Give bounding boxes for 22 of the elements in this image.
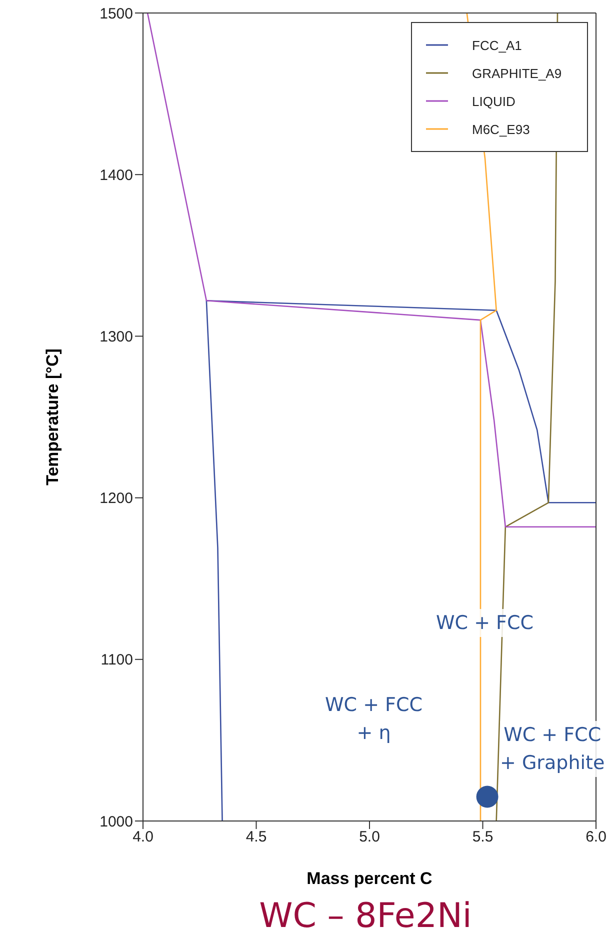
x-tick-label: 5.0	[359, 828, 380, 846]
x-tick-label: 4.5	[246, 828, 267, 846]
y-tick-label: 1300	[100, 328, 133, 346]
legend-label: LIQUID	[472, 94, 516, 108]
y-tick-label: 1000	[100, 813, 133, 830]
x-tick-label: 6.0	[586, 828, 606, 846]
legend-label: GRAPHITE_A9	[472, 66, 562, 80]
legend-label: FCC_A1	[472, 38, 522, 52]
x-axis-title: Mass percent C	[306, 869, 432, 888]
annotation: WC + FCC + η	[325, 691, 423, 747]
y-tick-label: 1100	[100, 652, 133, 669]
x-tick-label: 5.5	[472, 828, 494, 846]
annotation: WC + FCC + Graphite	[500, 721, 605, 777]
y-tick-label: 1400	[100, 166, 133, 184]
x-tick-label: 4.0	[132, 828, 154, 846]
text: WC – 8Fe2Ni	[258, 896, 473, 936]
y-tick-label: 1500	[100, 5, 133, 22]
line-series	[146, 13, 596, 528]
legend-label: M6C_E93	[472, 122, 530, 136]
annotation: WC + FCC	[436, 609, 534, 637]
y-tick-label: 1200	[100, 490, 133, 508]
y-axis-title: Temperature [°C]	[43, 348, 62, 486]
